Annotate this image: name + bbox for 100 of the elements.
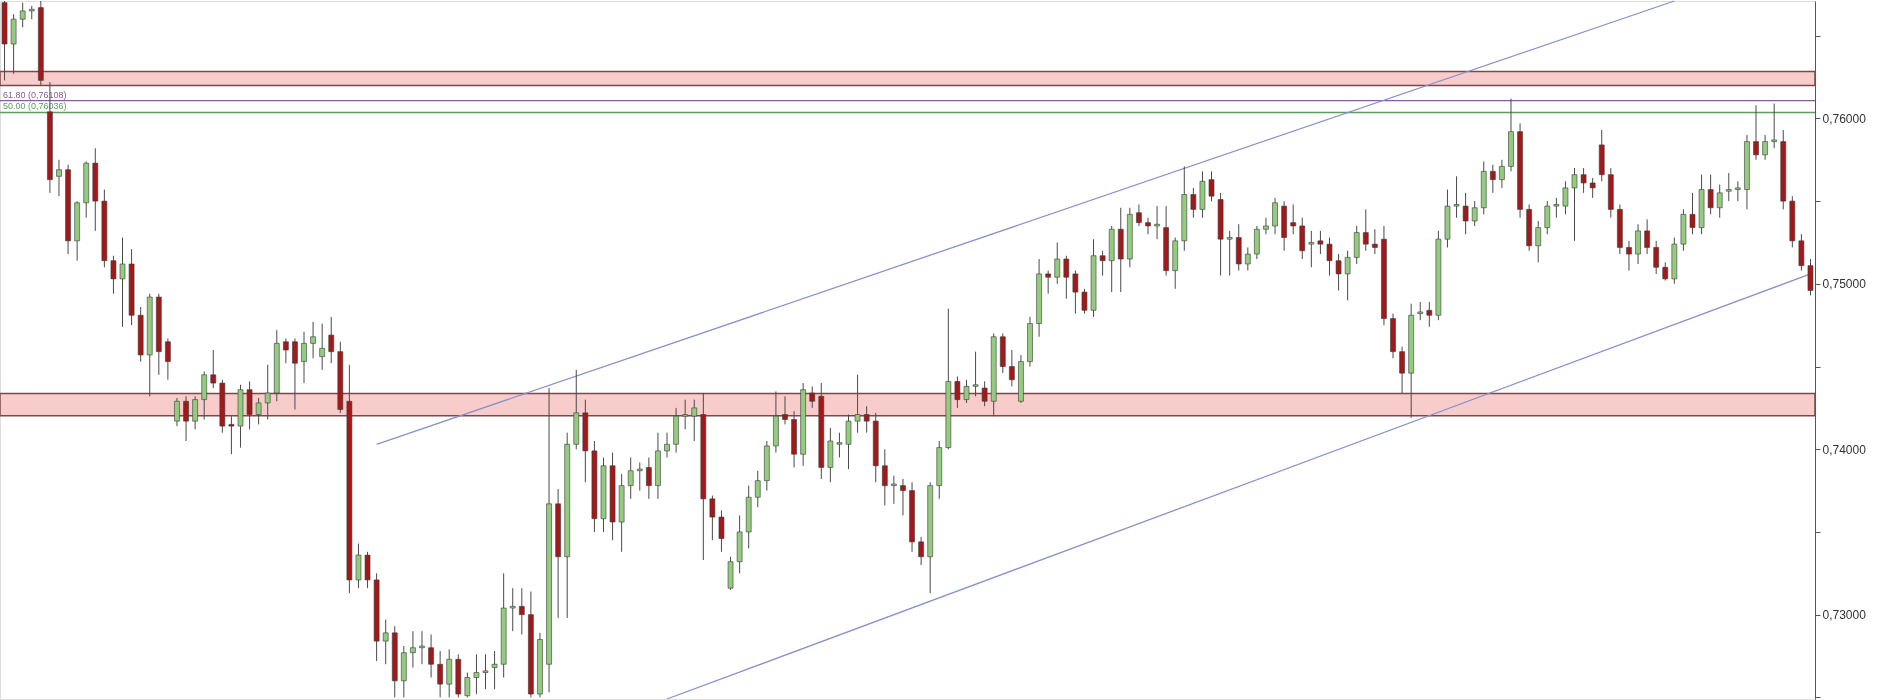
candlestick [882, 448, 888, 506]
candlestick [718, 509, 725, 553]
candlestick [119, 237, 126, 328]
candlestick [891, 475, 897, 505]
candlestick [1707, 174, 1714, 215]
y-tick-label: 0,75000 [1822, 277, 1867, 292]
candlestick [1753, 104, 1759, 161]
candlestick [319, 323, 325, 371]
candlestick [1453, 175, 1460, 219]
y-tick-label: 0,74000 [1822, 442, 1867, 457]
candlestick [210, 349, 217, 389]
candlestick [519, 587, 525, 635]
candlestick [1535, 220, 1542, 263]
candlestick [627, 457, 634, 500]
candlestick [1653, 240, 1659, 275]
candlestick [1689, 192, 1696, 235]
candlestick [228, 415, 235, 455]
candlestick [301, 331, 307, 384]
candlestick [1471, 200, 1478, 227]
candlestick [1308, 230, 1315, 268]
candlestick [963, 379, 970, 404]
candlestick [1589, 177, 1596, 199]
candlestick [1725, 172, 1732, 202]
candlestick [192, 395, 198, 430]
candlestick [264, 364, 271, 420]
candlestick [1426, 301, 1433, 328]
candlestick [954, 375, 961, 409]
candlestick [283, 337, 289, 364]
candlestick [1272, 197, 1278, 235]
candlestick [809, 385, 816, 409]
y-tick-label: 0,76000 [1822, 111, 1867, 126]
candlestick [1771, 103, 1777, 149]
candlestick [1072, 270, 1079, 315]
candlestick [854, 374, 861, 434]
candlestick [428, 633, 434, 678]
candlestick [754, 470, 761, 508]
candlestick [19, 2, 26, 28]
candlestick [918, 536, 924, 566]
candlestick [1562, 180, 1569, 215]
candlestick [664, 432, 670, 459]
candlestick [1099, 250, 1106, 277]
candlestick [1762, 134, 1768, 161]
candlestick [782, 395, 788, 425]
candlestick [1490, 164, 1496, 194]
candlestick [863, 405, 870, 434]
candlestick [328, 316, 335, 364]
candlestick [482, 653, 489, 690]
candlestick [1226, 230, 1233, 277]
candlestick [709, 495, 716, 541]
candlestick [1716, 184, 1723, 219]
candlestick [437, 650, 443, 698]
candlestick [292, 337, 298, 411]
candlestick [410, 630, 416, 669]
candlestick [981, 380, 988, 407]
candlestick [382, 619, 389, 665]
candlestick [646, 457, 652, 500]
candlestick [1317, 230, 1324, 255]
candlestick [845, 414, 852, 470]
candlestick [636, 461, 643, 492]
candlestick [691, 399, 698, 442]
candlestick [1190, 187, 1197, 219]
candlestick [419, 630, 425, 665]
candlestick [1735, 180, 1741, 202]
candlestick [255, 397, 262, 425]
candlestick [1499, 159, 1505, 189]
candlestick [1344, 250, 1351, 301]
candlestick [682, 399, 688, 430]
candlestick [1335, 253, 1342, 291]
candlestick [473, 653, 480, 695]
candlestick [1326, 237, 1333, 277]
candlestick [1626, 240, 1632, 272]
candlestick [1009, 349, 1015, 387]
y-tick-label: 0,73000 [1822, 608, 1867, 623]
candlestick [110, 255, 117, 295]
candlestick [1045, 270, 1051, 295]
candlestick [1136, 203, 1142, 227]
candlestick [1063, 255, 1070, 300]
candlestick [1417, 301, 1424, 321]
candlestick [1644, 218, 1650, 255]
candlestick [174, 397, 180, 427]
candlestick [1635, 223, 1641, 265]
candlestick [165, 337, 171, 381]
candlestick [1145, 217, 1151, 235]
candlestick [972, 351, 979, 397]
candlestick [1662, 261, 1669, 282]
candlestick [1081, 288, 1088, 315]
candlestick [491, 650, 498, 690]
candlestick [56, 159, 62, 197]
candlestick [1399, 346, 1405, 394]
candlestick [464, 672, 471, 698]
candlestick [1372, 228, 1378, 255]
candlestick [183, 395, 189, 442]
candlestick [836, 432, 843, 459]
candlestick [1290, 203, 1296, 235]
candlestick [1553, 197, 1560, 219]
candlestick [1462, 192, 1469, 235]
candlestick [1245, 246, 1251, 272]
candlestick [1054, 241, 1061, 285]
candlestick [310, 321, 316, 359]
candlestick [1208, 170, 1215, 202]
